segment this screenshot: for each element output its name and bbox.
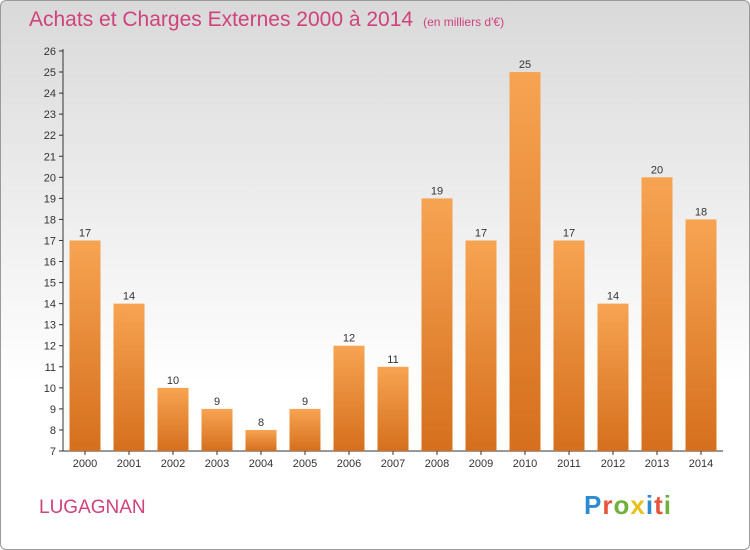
y-tick-label: 16 [44,257,56,269]
x-tick-label: 2004 [249,458,273,470]
x-tick-label: 2002 [161,458,185,470]
logo-letter: x [630,490,646,520]
data-label: 17 [563,227,575,239]
chart-title: Achats et Charges Externes 2000 à 2014 (e… [29,8,504,32]
y-tick-label: 12 [44,341,56,353]
data-label: 8 [258,417,264,429]
bar [377,366,409,451]
data-label: 14 [123,291,135,303]
chart-title-text: Achats et Charges Externes 2000 à 2014 [29,8,414,31]
logo-letter: r [602,490,614,520]
bar [201,408,233,451]
data-label: 20 [651,164,663,176]
bar [597,303,629,451]
logo-letter: t [654,490,664,520]
x-tick-label: 2013 [645,458,669,470]
bar [333,345,365,451]
bar [289,408,321,451]
y-tick-label: 15 [44,278,56,290]
bars: 17 14 10 9 8 9 12 11 19 17 25 17 14 20 18 [69,59,717,451]
data-label: 11 [387,354,398,366]
y-tick-label: 13 [44,320,56,332]
y-tick-label: 17 [44,235,56,247]
y-tick-label: 21 [44,151,56,163]
x-tick-label: 2010 [513,458,537,470]
y-tick-label: 18 [44,214,56,226]
bar [465,240,497,451]
bar [245,429,277,451]
data-label: 25 [519,59,531,71]
y-tick-label: 9 [50,404,56,416]
data-label: 19 [431,185,443,197]
x-tick-label: 2014 [689,458,713,470]
bar [641,177,673,451]
data-label: 12 [343,333,355,345]
data-label: 17 [79,227,91,239]
y-tick-label: 14 [44,299,56,311]
bar [157,387,189,451]
y-tick-label: 8 [50,425,56,437]
x-tick-label: 2000 [73,458,97,470]
x-tick-label: 2005 [293,458,317,470]
bar [69,240,101,451]
x-tick-label: 2009 [469,458,493,470]
bar [685,219,717,451]
commune-name: LUGAGNAN [39,497,146,518]
data-label: 9 [214,396,220,408]
x-tick-label: 2003 [205,458,229,470]
y-tick-label: 20 [44,172,56,184]
data-label: 9 [302,396,308,408]
bar [113,303,145,451]
x-tick-label: 2008 [425,458,449,470]
proxiti-logo[interactable]: Proxiti [584,490,672,521]
bar [553,240,585,451]
x-tick-label: 2011 [557,458,581,470]
y-tick-label: 25 [44,67,56,79]
logo-letter: P [584,490,603,520]
data-label: 18 [695,206,707,218]
chart-subtitle: (en milliers d'€) [423,15,505,29]
y-tick-label: 7 [50,446,56,458]
y-tick-label: 22 [44,130,56,142]
data-label: 14 [607,291,619,303]
bar [421,198,453,451]
y-tick-label: 10 [44,383,56,395]
x-tick-label: 2001 [117,458,141,470]
y-tick-label: 26 [44,46,56,58]
y-tick-label: 19 [44,193,56,205]
logo-letter: o [613,490,631,520]
data-label: 10 [167,375,179,387]
y-tick-label: 23 [44,109,56,121]
logo-letter: i [645,490,655,520]
bar [509,72,541,451]
x-tick-label: 2012 [601,458,625,470]
logo-letter: i [663,490,672,520]
y-tick-label: 24 [44,88,56,100]
y-tick-label: 11 [45,362,56,374]
x-tick-label: 2006 [337,458,361,470]
data-label: 17 [475,227,487,239]
x-tick-label: 2007 [381,458,405,470]
